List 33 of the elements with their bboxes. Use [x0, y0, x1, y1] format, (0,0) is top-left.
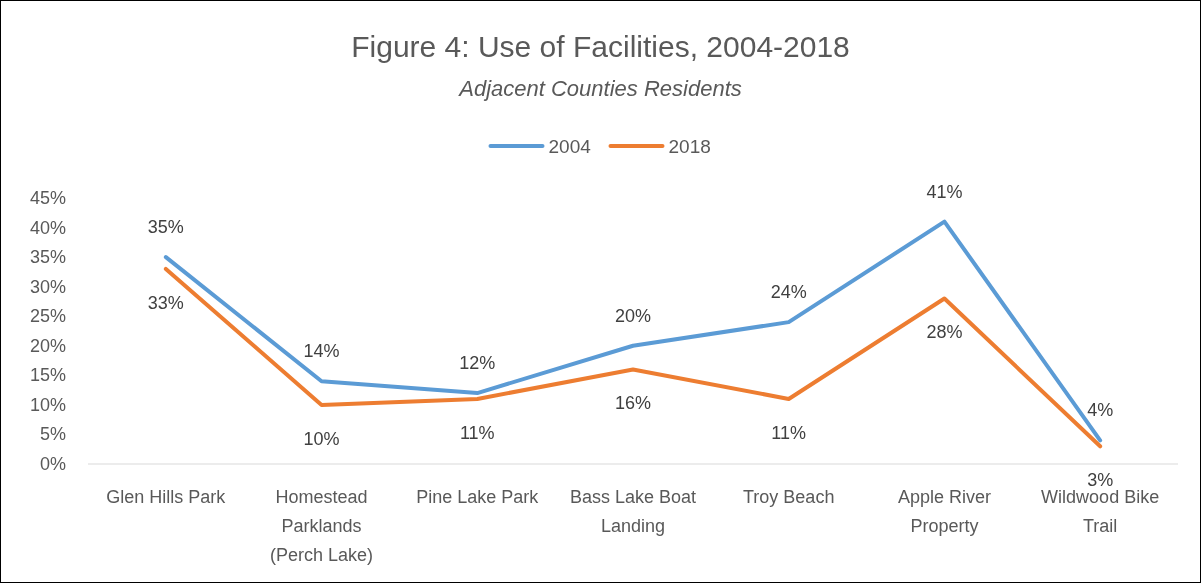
data-label: 14%: [303, 341, 340, 362]
legend-label: 2004: [548, 136, 592, 157]
data-label: 28%: [926, 322, 963, 343]
x-tick-label: Homestead Parklands (Perch Lake): [270, 487, 374, 565]
legend-label: 2018: [668, 136, 711, 157]
y-tick-label: 20%: [29, 335, 66, 356]
x-tick-label: Apple River Property: [897, 487, 991, 536]
data-label: 10%: [303, 428, 340, 449]
x-tick-label: Glen Hills Park: [106, 487, 227, 507]
chart-title: Figure 4: Use of Facilities, 2004-2018: [351, 30, 850, 63]
y-tick-label: 40%: [29, 217, 66, 238]
y-tick-label: 30%: [29, 276, 66, 297]
y-tick-label: 5%: [39, 424, 66, 445]
y-tick-label: 0%: [39, 454, 66, 474]
data-label: 16%: [614, 393, 652, 414]
y-tick-label: 15%: [29, 365, 66, 386]
data-label: 33%: [147, 292, 184, 313]
data-label: 20%: [614, 305, 652, 326]
y-tick-label: 25%: [29, 306, 66, 327]
y-tick-label: 10%: [29, 394, 66, 415]
x-tick-label: Bass Lake Boat Landing: [569, 487, 697, 536]
data-label: 11%: [771, 422, 807, 443]
y-tick-label: 45%: [29, 188, 66, 208]
data-label: 12%: [459, 353, 496, 374]
y-tick-label: 35%: [29, 247, 66, 268]
data-label: 11%: [459, 422, 495, 443]
x-tick-label: Pine Lake Park: [416, 487, 540, 507]
data-label: 35%: [147, 217, 184, 238]
data-label: 4%: [1087, 400, 1114, 421]
data-label: 24%: [770, 282, 807, 303]
chart-subtitle: Adjacent Counties Residents: [457, 76, 742, 101]
data-label: 41%: [926, 181, 963, 202]
x-tick-label: Troy Beach: [743, 487, 835, 507]
